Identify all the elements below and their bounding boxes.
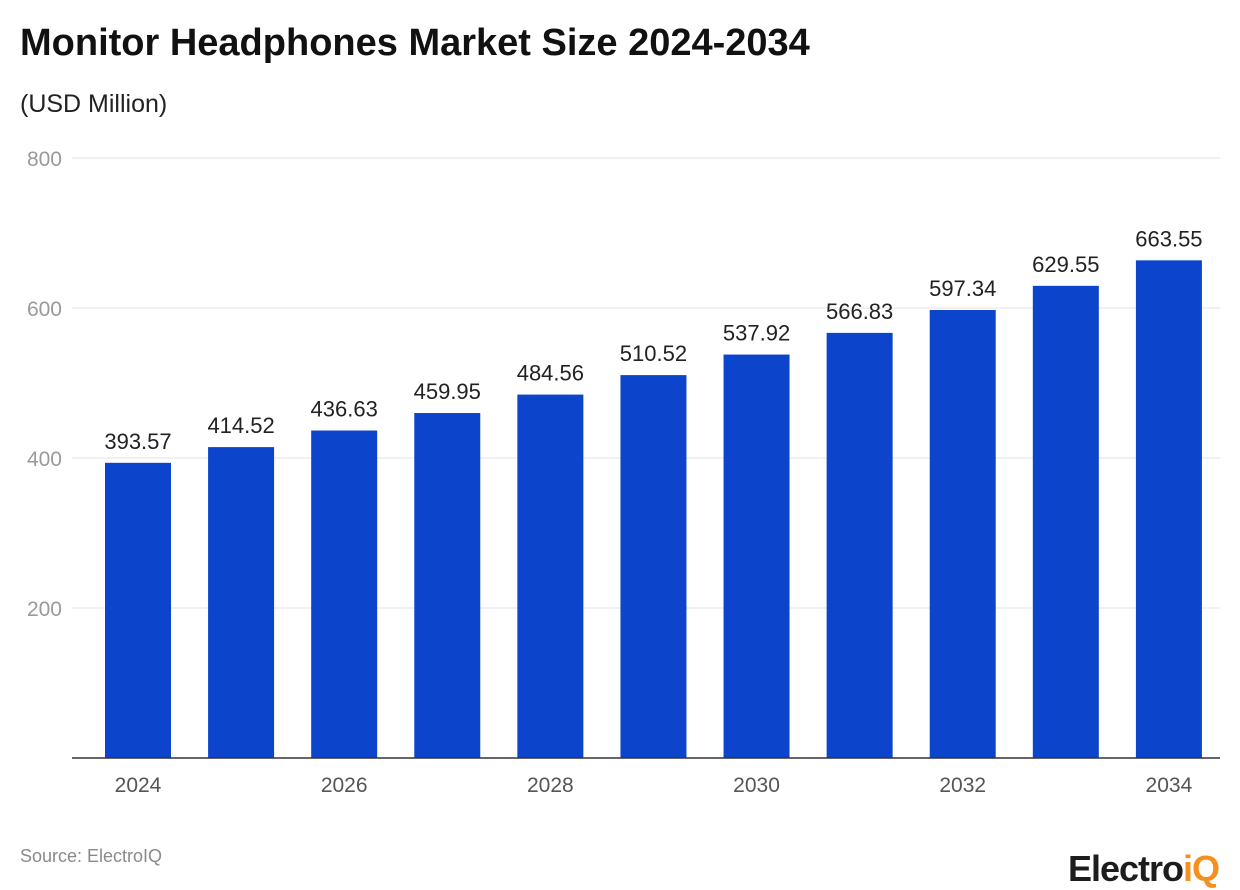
data-label: 459.95 [414, 379, 481, 404]
bar-2034 [1135, 260, 1202, 758]
data-label: 629.55 [1032, 252, 1099, 277]
y-tick-label: 200 [27, 598, 62, 621]
x-tick-label: 2034 [1146, 774, 1193, 797]
bar-2025 [208, 447, 275, 758]
data-label: 663.55 [1135, 226, 1202, 251]
chart-title: Monitor Headphones Market Size 2024-2034 [20, 22, 810, 64]
x-tick-label: 2030 [733, 774, 780, 797]
data-label: 510.52 [620, 341, 687, 366]
y-tick-label: 400 [27, 448, 62, 471]
data-label: 414.52 [207, 413, 274, 438]
bar-2033 [1032, 285, 1099, 758]
y-tick-label: 600 [27, 298, 62, 321]
bar-2024 [105, 462, 171, 758]
data-label: 537.92 [723, 321, 790, 346]
source-note: Source: ElectroIQ [20, 846, 163, 866]
data-label: 436.63 [311, 397, 378, 422]
bar-2028 [517, 394, 584, 758]
bar-2027 [414, 413, 481, 758]
chart-subtitle: (USD Million) [20, 90, 168, 118]
bar-2030 [723, 354, 790, 758]
bar-2031 [826, 332, 893, 758]
bar-2029 [620, 375, 687, 758]
x-tick-label: 2024 [115, 774, 162, 797]
data-label: 484.56 [517, 361, 584, 386]
x-tick-label: 2032 [939, 774, 986, 797]
x-tick-label: 2028 [527, 774, 574, 797]
electroiq-logo: ElectroiQ [1068, 848, 1220, 889]
data-label: 566.83 [826, 299, 893, 324]
bar-2032 [929, 309, 996, 758]
x-tick-label: 2026 [321, 774, 368, 797]
bar-2026 [311, 430, 378, 758]
data-label: 597.34 [929, 276, 996, 301]
data-label: 393.57 [104, 429, 171, 454]
y-tick-label: 800 [27, 148, 62, 171]
